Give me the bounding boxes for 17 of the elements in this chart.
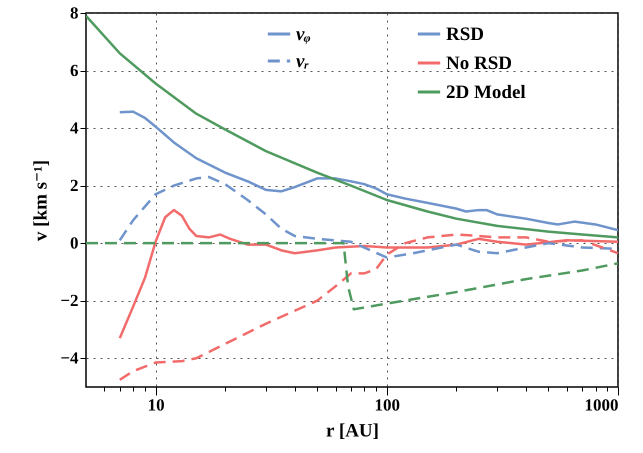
- y-tick-label: −2: [60, 291, 78, 310]
- y-tick-label: −4: [60, 348, 79, 368]
- annotation: vᵩ: [296, 24, 311, 45]
- x-tick-label: 100: [374, 396, 400, 414]
- x-tick-label: 1000: [584, 396, 618, 414]
- y-tick-label: 6: [70, 61, 78, 80]
- y-tick-label: 2: [70, 176, 78, 196]
- annotation: vᵣ: [296, 51, 310, 72]
- y-axis-title: v [km s⁻¹]: [30, 160, 52, 242]
- y-tick-label: 0: [70, 234, 78, 253]
- legend-label: No RSD: [446, 53, 512, 74]
- y-tick-label: 4: [70, 118, 79, 138]
- legend-label: RSD: [446, 24, 484, 45]
- y-tick-label: 8: [70, 4, 78, 22]
- legend-label: 2D Model: [446, 82, 526, 103]
- x-axis-title: r [AU]: [326, 420, 379, 442]
- x-tick-label: 10: [148, 396, 165, 414]
